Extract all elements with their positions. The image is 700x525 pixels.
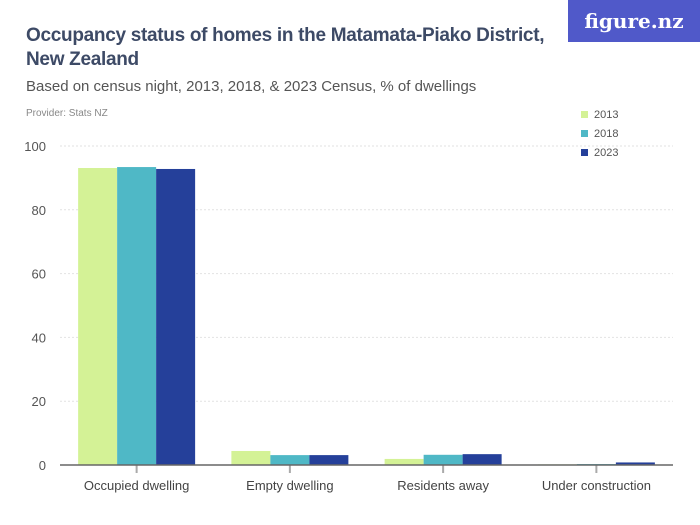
x-tick-label: Under construction: [542, 478, 651, 493]
legend-swatch-2013: [581, 111, 588, 118]
chart-subtitle: Based on census night, 2013, 2018, & 202…: [26, 78, 477, 95]
y-tick-label: 20: [32, 394, 46, 409]
y-tick-label: 40: [32, 330, 46, 345]
provider: Provider: Stats NZ: [26, 108, 108, 119]
bar-2018: [270, 455, 310, 465]
bar-2018: [117, 167, 157, 465]
legend-swatch-2018: [581, 130, 588, 137]
bar-2013: [384, 458, 424, 465]
bar-2013: [231, 450, 271, 465]
chart-title: Occupancy status of homes in the Matamat…: [26, 25, 545, 70]
legend-label: 2018: [594, 128, 618, 140]
bar-2023: [615, 462, 655, 465]
bar-2023: [462, 454, 502, 465]
x-tick-label: Occupied dwelling: [84, 478, 190, 493]
y-tick-label: 80: [32, 203, 46, 218]
y-tick-label: 0: [39, 458, 46, 473]
bar-2013: [78, 168, 118, 466]
x-tick-label: Residents away: [397, 478, 489, 493]
y-tick-label: 100: [24, 139, 46, 154]
legend-swatch-2023: [581, 149, 588, 156]
figure-nz-logo[interactable]: figure.nz: [568, 0, 700, 42]
x-tick-label: Empty dwelling: [246, 478, 333, 493]
y-tick-label: 60: [32, 267, 46, 282]
bar-2023: [309, 455, 349, 465]
bar-2018: [423, 454, 463, 465]
legend-label: 2023: [594, 147, 618, 159]
legend-label: 2013: [594, 109, 618, 121]
bar-2023: [156, 168, 196, 465]
